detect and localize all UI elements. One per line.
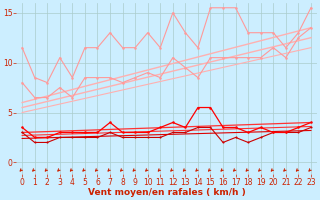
X-axis label: Vent moyen/en rafales ( km/h ): Vent moyen/en rafales ( km/h ): [88, 188, 245, 197]
